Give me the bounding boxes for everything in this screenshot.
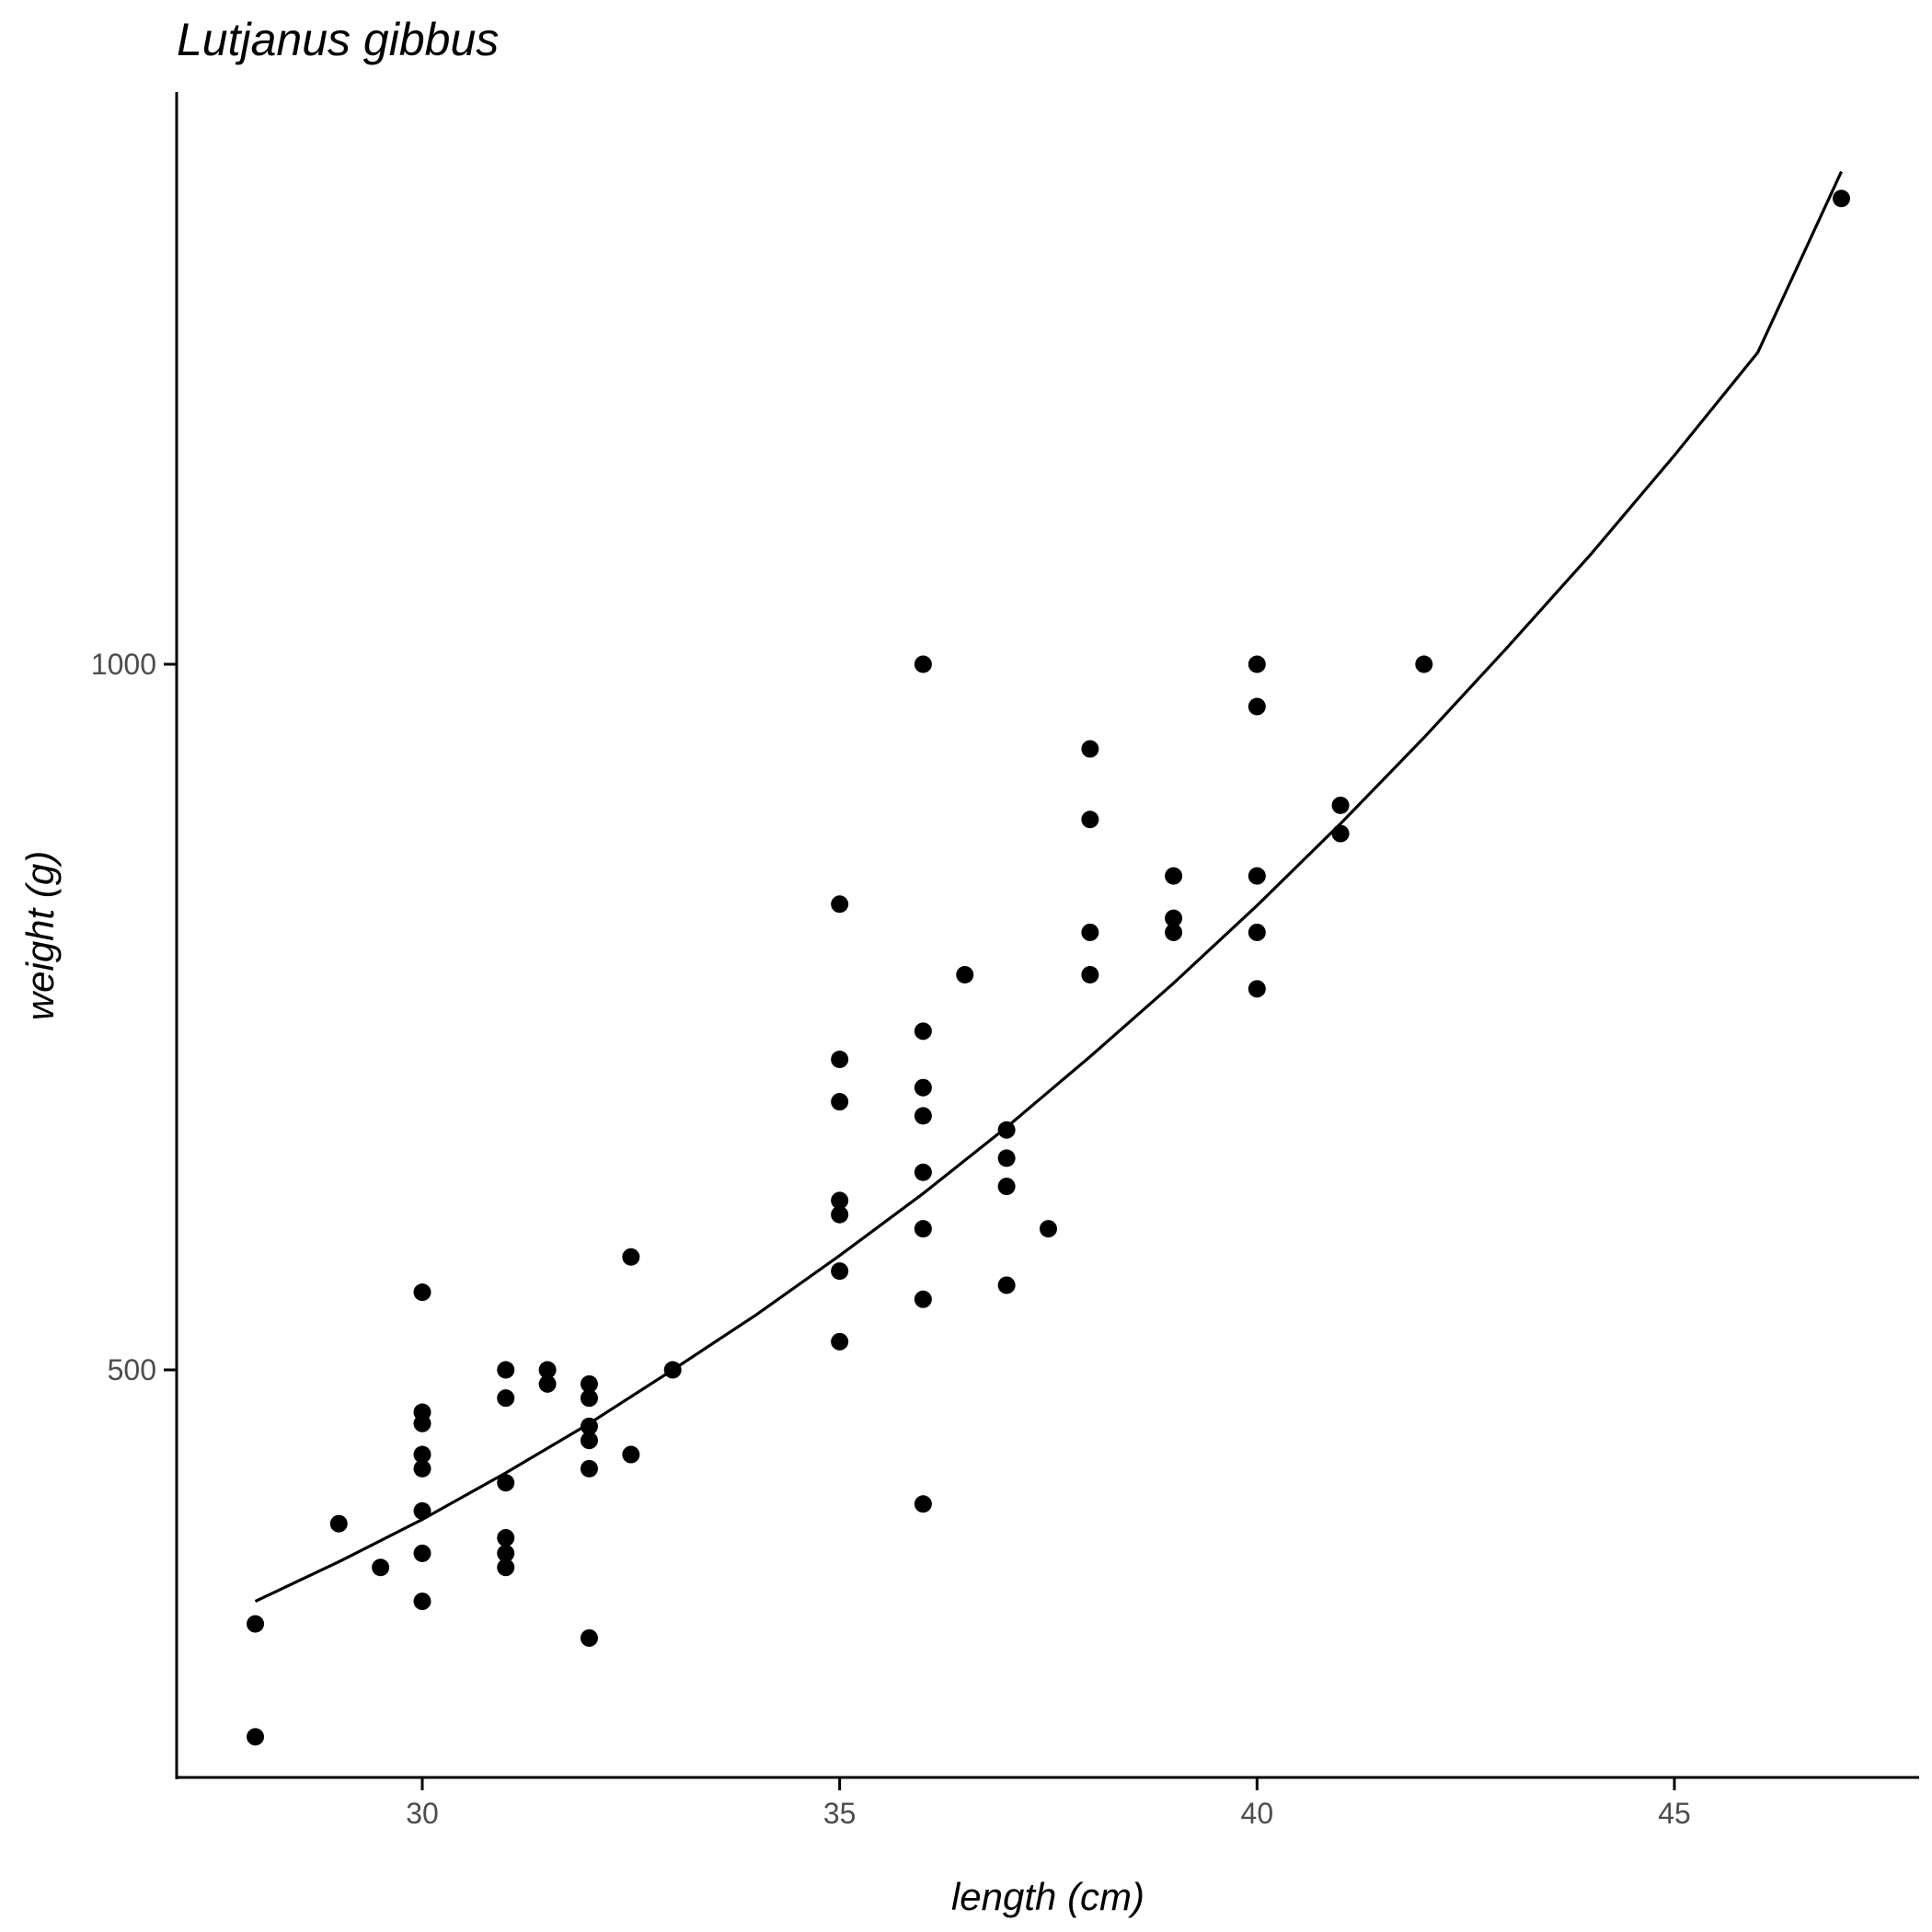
data-point xyxy=(580,1417,598,1435)
data-point xyxy=(247,1615,265,1633)
x-tick-label: 30 xyxy=(406,1797,439,1830)
y-tick-label: 1000 xyxy=(91,648,156,681)
fit-curve xyxy=(254,170,1843,1604)
y-axis-ticks: 500 1000 xyxy=(91,648,177,1386)
x-tick-label: 35 xyxy=(823,1797,857,1830)
data-point xyxy=(1248,655,1266,673)
data-point xyxy=(956,965,974,983)
data-point xyxy=(538,1374,557,1393)
data-point xyxy=(914,1495,932,1513)
data-point xyxy=(1165,923,1183,941)
data-point xyxy=(497,1558,515,1577)
data-points xyxy=(247,190,1850,1746)
data-point xyxy=(1331,796,1350,814)
data-point xyxy=(914,1022,932,1041)
x-tick-label: 45 xyxy=(1658,1797,1691,1830)
x-axis-ticks: 30 35 40 45 xyxy=(406,1777,1691,1830)
data-point xyxy=(497,1361,515,1379)
data-point xyxy=(1832,190,1850,208)
data-point xyxy=(580,1628,598,1647)
x-axis-title: length (cm) xyxy=(951,1875,1144,1918)
data-point xyxy=(914,1290,932,1308)
data-point xyxy=(413,1445,431,1464)
data-point xyxy=(580,1459,598,1478)
data-point xyxy=(538,1361,557,1379)
data-point xyxy=(914,1163,932,1181)
data-point xyxy=(497,1474,515,1492)
data-point xyxy=(497,1529,515,1547)
data-point xyxy=(831,1093,849,1111)
data-point xyxy=(831,1051,849,1069)
data-point xyxy=(831,1205,849,1224)
data-point xyxy=(247,1728,265,1746)
data-point xyxy=(1081,923,1099,941)
data-point xyxy=(997,1276,1016,1294)
data-point xyxy=(914,655,932,673)
data-point xyxy=(1415,655,1433,673)
data-point xyxy=(1248,867,1266,885)
data-point xyxy=(1081,811,1099,829)
data-point xyxy=(914,1107,932,1125)
data-point xyxy=(831,1191,849,1210)
data-point xyxy=(622,1445,640,1464)
data-point xyxy=(1165,867,1183,885)
data-point xyxy=(580,1374,598,1393)
data-point xyxy=(372,1558,390,1577)
data-point xyxy=(831,895,849,914)
data-point xyxy=(413,1501,431,1520)
data-point xyxy=(1248,980,1266,998)
data-point xyxy=(497,1544,515,1562)
data-point xyxy=(413,1283,431,1302)
y-tick-label: 500 xyxy=(108,1353,156,1386)
data-point xyxy=(997,1121,1016,1139)
data-point xyxy=(1040,1220,1057,1238)
data-point xyxy=(663,1361,682,1379)
data-point xyxy=(1081,740,1099,758)
data-point xyxy=(413,1414,431,1432)
chart-title: Lutjanus gibbus xyxy=(177,14,499,65)
data-point xyxy=(622,1248,640,1266)
data-point xyxy=(997,1178,1016,1196)
data-point xyxy=(1248,697,1266,716)
data-point xyxy=(413,1593,431,1611)
x-tick-label: 40 xyxy=(1241,1797,1274,1830)
data-point xyxy=(831,1262,849,1281)
data-point xyxy=(1248,923,1266,941)
y-axis-title: weight (g) xyxy=(18,851,62,1020)
data-point xyxy=(1331,824,1350,843)
data-point xyxy=(497,1389,515,1408)
data-point xyxy=(831,1332,849,1351)
data-point xyxy=(413,1459,431,1478)
data-point xyxy=(580,1432,598,1450)
data-point xyxy=(1081,965,1099,983)
data-point xyxy=(329,1514,348,1533)
data-point xyxy=(580,1389,598,1408)
plot-area xyxy=(247,170,1850,1746)
data-point xyxy=(413,1544,431,1562)
data-point xyxy=(914,1220,932,1238)
data-point xyxy=(914,1078,932,1097)
data-point xyxy=(997,1149,1016,1167)
data-point xyxy=(1165,909,1183,927)
